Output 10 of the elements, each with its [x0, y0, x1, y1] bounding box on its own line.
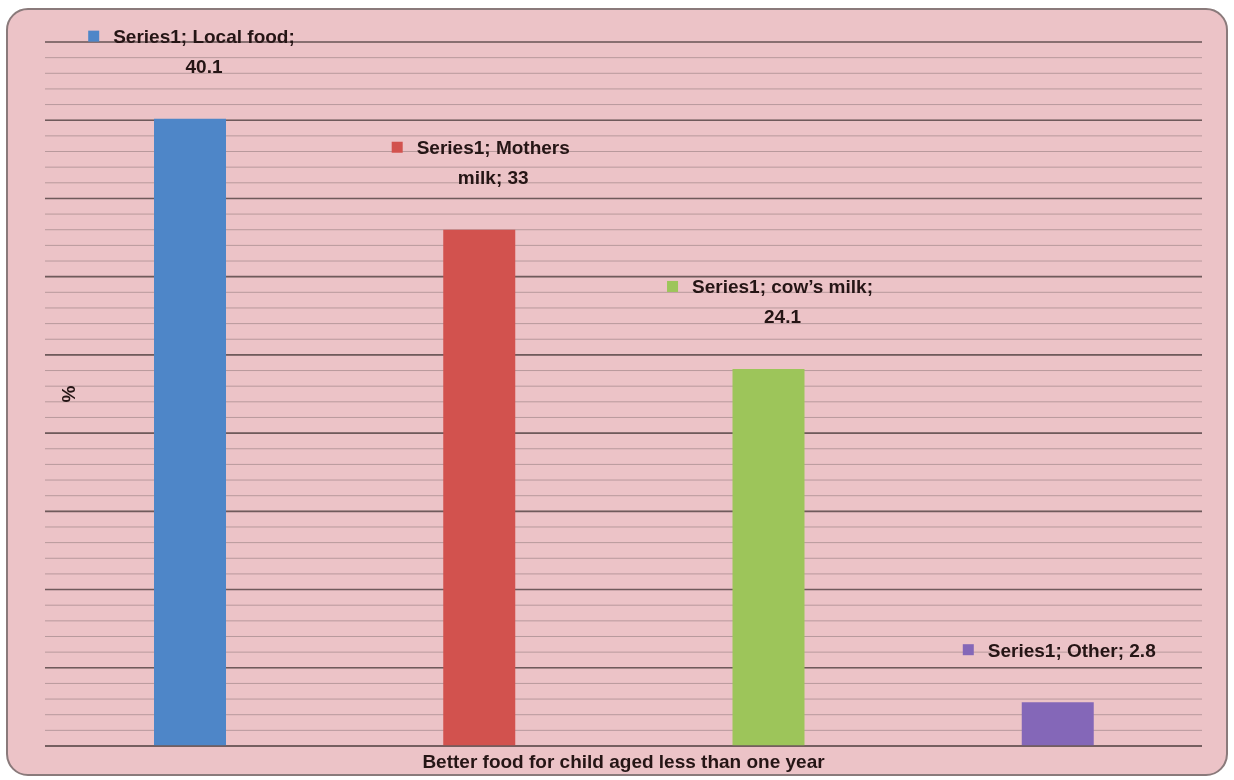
x-axis-title: Better food for child aged less than one year [422, 750, 826, 772]
data-label: Series1; Other; 2.8 [987, 639, 1156, 661]
data-label: Series1; cow’s milk; 24.1 [692, 276, 873, 328]
bar [154, 118, 226, 746]
bar [1021, 702, 1094, 746]
y-axis-title: % [57, 385, 79, 403]
bar [443, 229, 516, 746]
bar [732, 368, 805, 746]
data-label: Series1; Mothers milk; 33 [416, 137, 570, 189]
data-label: Series1; Local food; 40.1 [113, 26, 295, 78]
